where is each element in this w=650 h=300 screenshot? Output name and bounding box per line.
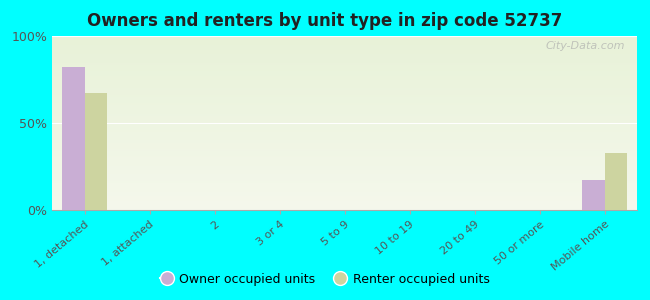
Bar bbox=[582, 180, 604, 210]
Bar bbox=[62, 67, 84, 210]
Legend: Owner occupied units, Renter occupied units: Owner occupied units, Renter occupied un… bbox=[155, 268, 495, 291]
Text: City-Data.com: City-Data.com bbox=[546, 41, 625, 51]
Bar bbox=[604, 153, 627, 210]
Text: Owners and renters by unit type in zip code 52737: Owners and renters by unit type in zip c… bbox=[87, 12, 563, 30]
Bar bbox=[84, 93, 107, 210]
